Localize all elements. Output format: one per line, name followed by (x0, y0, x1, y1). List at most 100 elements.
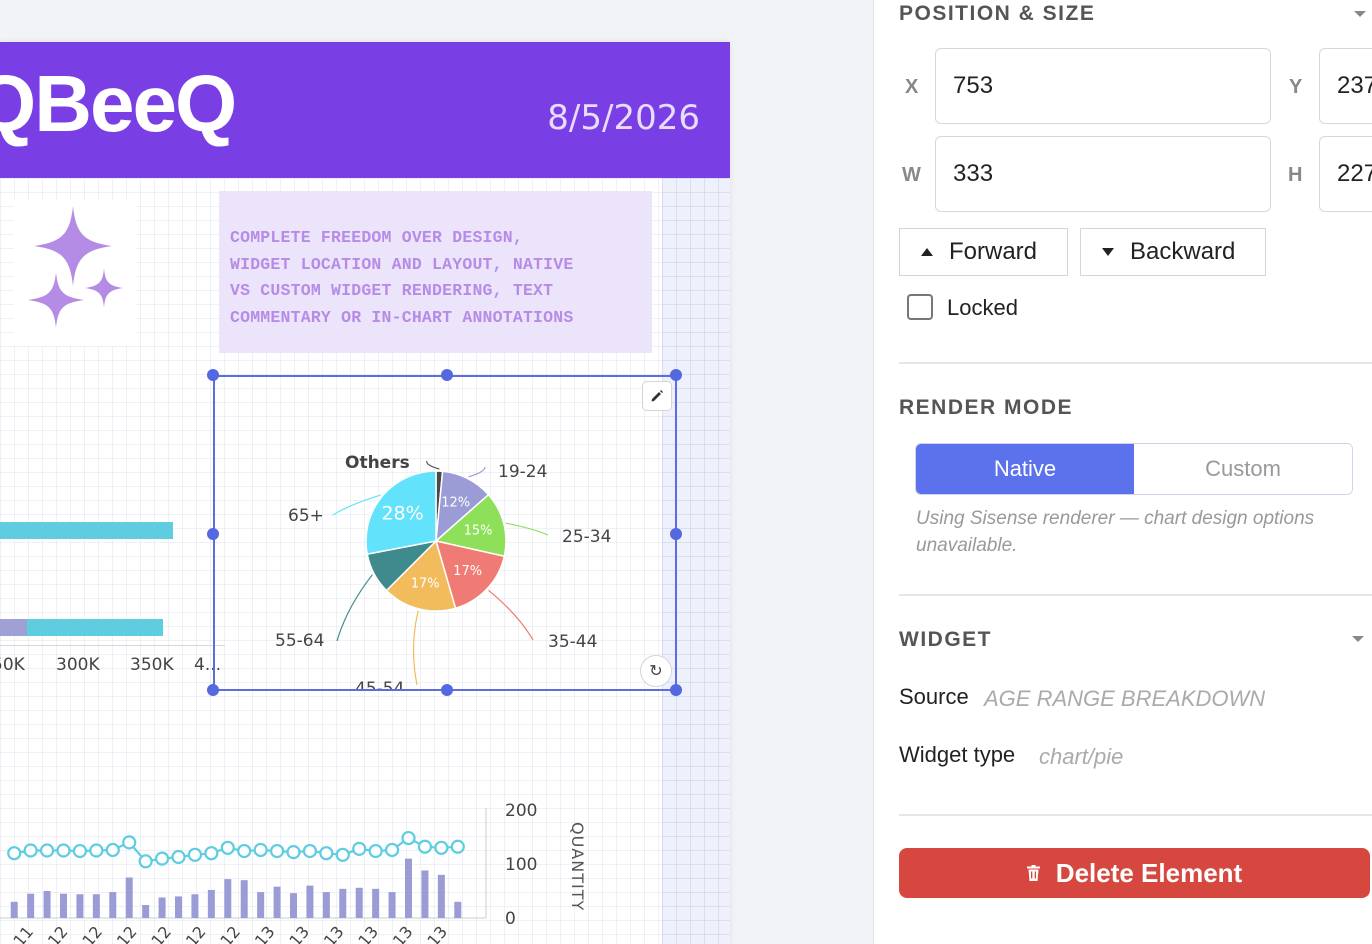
combo-bar (43, 891, 51, 918)
pie-value-label: 15% (464, 524, 493, 539)
combo-bar (240, 880, 248, 918)
h-input[interactable] (1319, 136, 1372, 212)
combo-line-point (253, 842, 268, 858)
section-divider (899, 594, 1372, 596)
combo-bar (207, 889, 215, 918)
combo-x-tick: 7-13 (344, 922, 382, 944)
pie-label-19-24: 19-24 (498, 462, 547, 482)
rotate-button[interactable]: ↻ (640, 655, 672, 687)
combo-bar (92, 894, 100, 918)
pie-connector (332, 494, 381, 516)
combo-bar (224, 879, 232, 918)
dashboard-page: QBeeQ 8/5/2026 COMPLETE FREEDOM OVER DES… (0, 42, 730, 944)
pie-label-55-64: 55-64 (275, 631, 324, 651)
bring-forward-button[interactable]: Forward (899, 228, 1068, 276)
combo-bar (339, 888, 347, 918)
combo-line-point (122, 835, 137, 850)
locked-label[interactable]: Locked (947, 295, 1018, 320)
render-mode-toggle: Native Custom (915, 443, 1353, 495)
custom-mode-button[interactable]: Custom (1134, 444, 1352, 494)
combo-bar (27, 893, 35, 918)
combo-line-point (89, 843, 104, 858)
quantity-combo-chart[interactable]: 200 100 0 QUANTITY 11-111-123-125-127-129-12… (0, 742, 662, 944)
chevron-down-icon[interactable] (1352, 636, 1364, 642)
pie-slice-35-44 (434, 539, 506, 610)
resize-handle-nw[interactable] (207, 369, 219, 381)
resize-handle-sw[interactable] (207, 684, 219, 696)
w-input[interactable] (935, 136, 1271, 212)
sparkles-icon (28, 206, 123, 328)
selection-frame[interactable] (213, 375, 677, 691)
combo-bar (60, 893, 67, 918)
pie-connector (505, 522, 549, 536)
pie-connector (426, 460, 440, 470)
age-range-pie-chart[interactable]: Others 19-24 12% 25-34 15% 35-44 17% 45-54 17% 55… (215, 377, 675, 689)
resize-handle-e[interactable] (670, 528, 682, 540)
combo-x-tick: 11-11 (0, 922, 37, 944)
widget-type-value: chart/pie (1039, 744, 1124, 769)
position-size-title: POSITION & SIZE (899, 2, 1096, 25)
combo-x-tick: 9-13 (379, 922, 417, 944)
properties-panel: POSITION & SIZE X Y W H Forward Backward… (873, 0, 1372, 944)
sparkle-image-widget[interactable] (14, 200, 136, 346)
hbar-bar-segment[interactable] (27, 619, 163, 636)
send-backward-button[interactable]: Backward (1080, 228, 1266, 276)
combo-x-tick: 5-12 (103, 922, 141, 944)
hbar-axis-line (0, 645, 225, 646)
note-line-2: WIDGET LOCATION AND LAYOUT, NATIVE (230, 254, 574, 274)
resize-handle-s[interactable] (441, 684, 453, 696)
pie-value-label: 28% (381, 503, 423, 525)
combo-x-tick: 1-13 (241, 922, 279, 944)
pie-connector (336, 574, 373, 642)
combo-line-point (384, 842, 400, 858)
combo-line-point (450, 839, 465, 854)
native-mode-button[interactable]: Native (916, 444, 1134, 494)
delete-label: Delete Element (1055, 857, 1243, 888)
edit-widget-button[interactable] (642, 381, 672, 411)
section-divider (899, 362, 1372, 364)
pie-value-label: 17% (453, 564, 482, 579)
hbar-tick-label: 50K (0, 655, 25, 675)
combo-line-point (302, 843, 318, 859)
combo-bar (158, 897, 166, 918)
chevron-down-icon[interactable] (1354, 11, 1366, 17)
combo-line-point (368, 843, 383, 859)
resize-handle-w[interactable] (207, 528, 219, 540)
grid-margin (662, 178, 730, 944)
resize-handle-n[interactable] (441, 369, 453, 381)
canvas-area[interactable]: QBeeQ 8/5/2026 COMPLETE FREEDOM OVER DES… (0, 0, 873, 944)
rotate-icon: ↻ (649, 663, 663, 680)
note-line-1: COMPLETE FREEDOM OVER DESIGN, (230, 228, 523, 247)
backward-label: Backward (1130, 238, 1236, 265)
combo-line-point (105, 842, 120, 858)
combo-line-point (335, 847, 350, 862)
hbar-bar[interactable] (0, 522, 173, 539)
combo-x-tick: 5-13 (310, 922, 348, 944)
pie-label-65+: 65+ (288, 506, 324, 526)
combo-x-tick: 1-12 (34, 922, 72, 944)
widget-type-label: Widget type (899, 742, 1016, 767)
combo-line-point (171, 849, 186, 865)
delete-element-button[interactable]: Delete Element (899, 848, 1370, 898)
pencil-icon (651, 390, 663, 402)
combo-bar (437, 874, 445, 918)
header-banner[interactable]: QBeeQ 8/5/2026 (0, 42, 730, 178)
pie-slice-65+ (365, 470, 437, 555)
combo-bar (109, 892, 117, 918)
render-mode-title: RENDER MODE (899, 396, 1074, 419)
y-input[interactable] (1319, 48, 1372, 124)
resize-handle-ne[interactable] (670, 369, 682, 381)
text-annotation-widget[interactable]: COMPLETE FREEDOM OVER DESIGN, WIDGET LOC… (219, 191, 652, 353)
resize-handle-se[interactable] (670, 684, 682, 696)
combo-y-tick: 200 (505, 801, 537, 821)
h-label: H (1288, 164, 1303, 186)
hbar-bar-segment[interactable] (0, 619, 27, 636)
triangle-up-icon (921, 248, 933, 256)
locked-checkbox[interactable] (907, 294, 933, 320)
pie-connector (468, 466, 486, 478)
combo-line-point (401, 830, 416, 846)
combo-line-point (23, 843, 38, 858)
combo-line-point (7, 846, 22, 861)
combo-bar (322, 892, 330, 918)
x-input[interactable] (935, 48, 1271, 124)
